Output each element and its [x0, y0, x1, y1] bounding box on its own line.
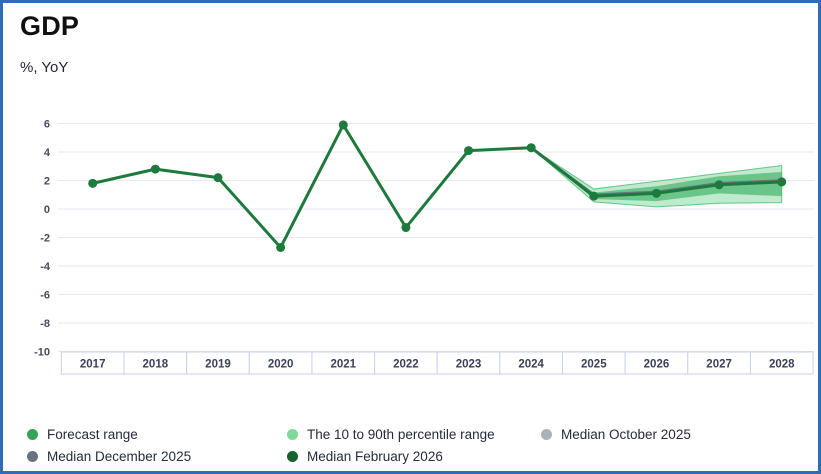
svg-text:2019: 2019: [205, 359, 231, 371]
legend-row-1: Forecast range The 10 to 90th percentile…: [27, 423, 808, 445]
legend-item-label: Forecast range: [47, 426, 138, 442]
legend-item-median-october-2025[interactable]: Median October 2025: [541, 427, 691, 442]
svg-text:2018: 2018: [143, 359, 169, 371]
legend-item-median-february-2026[interactable]: Median February 2026: [287, 449, 541, 464]
svg-text:6: 6: [44, 119, 50, 131]
svg-text:-6: -6: [40, 290, 50, 302]
legend-item-label: Median February 2026: [307, 448, 443, 464]
svg-text:2026: 2026: [644, 359, 670, 371]
gdp-chart: 6 4 2 0 -2 -4 -6 -8 -10 2017 2018 2019 2020 2021 2022 2…: [34, 119, 814, 375]
legend-item-label: The 10 to 90th percentile range: [307, 426, 495, 442]
svg-text:2017: 2017: [80, 359, 106, 371]
svg-text:2027: 2027: [706, 359, 732, 371]
legend-item-label: Median December 2025: [47, 448, 192, 464]
svg-text:0: 0: [44, 204, 50, 216]
svg-text:2022: 2022: [393, 359, 419, 371]
svg-text:2023: 2023: [456, 359, 482, 371]
svg-text:2: 2: [44, 176, 50, 188]
chart-units-label: %, YoY: [20, 59, 69, 76]
percentile-range-dot-icon: [287, 428, 298, 440]
legend-row-2: Median December 2025 Median February 202…: [27, 445, 808, 467]
legend-item-median-december-2025[interactable]: Median December 2025: [27, 449, 287, 464]
svg-text:4: 4: [44, 147, 51, 159]
svg-text:2028: 2028: [769, 359, 795, 371]
svg-text:2025: 2025: [581, 359, 607, 371]
median-october-dot-icon: [541, 428, 552, 440]
svg-text:-2: -2: [40, 233, 50, 245]
forecast-range-dot-icon: [27, 428, 38, 440]
page-title: GDP: [20, 11, 80, 41]
svg-text:2020: 2020: [268, 359, 294, 371]
svg-text:-4: -4: [40, 261, 51, 273]
legend-item-forecast-range[interactable]: Forecast range: [27, 427, 287, 442]
svg-text:2024: 2024: [518, 359, 544, 371]
svg-text:-8: -8: [40, 318, 50, 330]
median-december-dot-icon: [27, 450, 38, 462]
svg-text:2021: 2021: [330, 359, 356, 371]
chart-legend: Forecast range The 10 to 90th percentile…: [27, 423, 808, 467]
svg-text:-10: -10: [34, 347, 50, 359]
median-february-dot-icon: [287, 450, 298, 462]
legend-item-label: Median October 2025: [561, 426, 691, 442]
legend-item-percentile-range[interactable]: The 10 to 90th percentile range: [287, 427, 541, 442]
